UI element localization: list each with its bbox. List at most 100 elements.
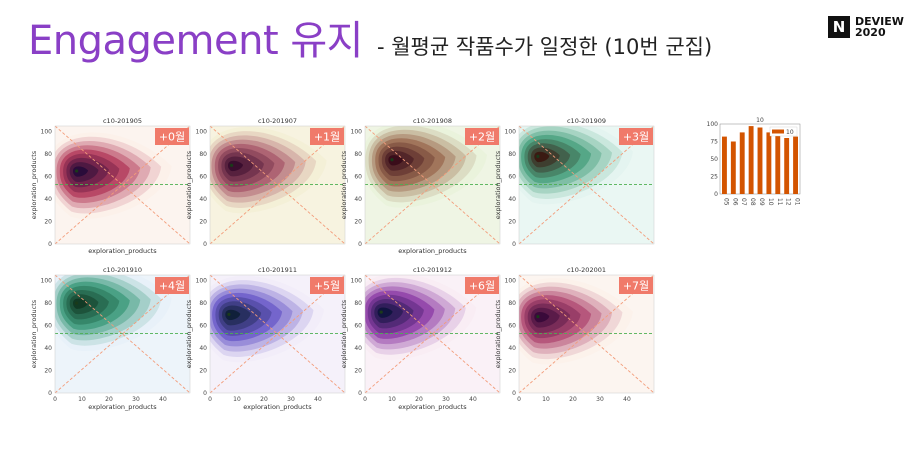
- density-level: [228, 160, 243, 172]
- panel-frame: [518, 125, 655, 245]
- x-tick-label: 40: [623, 396, 631, 403]
- y-tick-label: 20: [508, 219, 516, 226]
- mini-x-tick-label: 07: [740, 198, 747, 206]
- y-tick-label: 40: [199, 345, 207, 352]
- month-badge-label: +2월: [469, 131, 495, 144]
- y-tick-label: 20: [44, 219, 52, 226]
- density-contours: [210, 126, 327, 214]
- density-peak: [75, 169, 79, 173]
- x-axis-label: exploration_products: [398, 403, 467, 411]
- mini-y-tick-label: 100: [707, 121, 719, 128]
- density-peak: [230, 163, 234, 167]
- x-tick-label: 0: [363, 396, 367, 403]
- x-tick-label: 0: [208, 396, 212, 403]
- density-contours: [55, 275, 172, 351]
- panel-frame: [518, 274, 655, 394]
- month-badge-label: +0월: [159, 131, 185, 144]
- y-tick-label: 80: [354, 151, 362, 158]
- y-axis-label: exploration_products: [30, 150, 38, 219]
- density-level: [534, 151, 550, 163]
- x-axis-label: exploration_products: [88, 403, 157, 411]
- density-contours: [519, 126, 633, 205]
- density-contours: [519, 278, 633, 365]
- y-axis-label: exploration_products: [494, 299, 502, 368]
- y-tick-label: 60: [508, 323, 516, 330]
- x-tick-label: 40: [314, 396, 322, 403]
- density-peak: [390, 158, 394, 162]
- month-badge: [310, 128, 344, 145]
- y-tick-label: 80: [508, 151, 516, 158]
- x-tick-label: 30: [287, 396, 295, 403]
- y-tick-label: 100: [505, 129, 517, 136]
- panel-frame: [364, 274, 501, 394]
- panel-title: c10-201909: [567, 117, 606, 125]
- reference-lines: [55, 126, 190, 244]
- density-contours: [55, 132, 172, 219]
- deview-logo: N DEVIEW 2020: [828, 16, 904, 38]
- y-tick-label: 100: [41, 278, 53, 285]
- y-tick-label: 0: [48, 241, 52, 248]
- panel-title: c10-201907: [258, 117, 297, 125]
- kde-panel: c10-201909 +3월 0 20 40 60 80 100 exploration_pro…: [494, 117, 655, 248]
- mini-bar: [730, 141, 736, 194]
- y-tick-label: 40: [508, 345, 516, 352]
- panel-title: c10-201910: [103, 266, 142, 274]
- month-badge-label: +4월: [159, 280, 185, 293]
- density-peak: [536, 154, 540, 158]
- density-level: [377, 307, 393, 318]
- x-tick-label: 30: [132, 396, 140, 403]
- y-tick-label: 60: [199, 174, 207, 181]
- mini-chart-title: 10: [756, 117, 764, 124]
- panel-frame: [364, 125, 501, 245]
- x-tick-label: 40: [469, 396, 477, 403]
- mini-x-tick-label: 01: [794, 198, 801, 206]
- mini-x-tick-label: 12: [785, 198, 792, 206]
- y-tick-label: 80: [44, 151, 52, 158]
- density-peak: [227, 312, 231, 316]
- panel-title: c10-201911: [258, 266, 297, 274]
- density-peak: [379, 310, 383, 314]
- y-tick-label: 60: [44, 174, 52, 181]
- y-tick-label: 100: [196, 129, 208, 136]
- mini-bar: [748, 126, 754, 194]
- month-badge: [465, 128, 499, 145]
- y-tick-label: 40: [199, 196, 207, 203]
- x-tick-label: 10: [388, 396, 396, 403]
- density-peak: [536, 314, 540, 319]
- y-tick-label: 40: [44, 345, 52, 352]
- mini-bar: [775, 133, 781, 194]
- y-tick-label: 60: [354, 323, 362, 330]
- month-badge: [465, 277, 499, 294]
- y-tick-label: 60: [199, 323, 207, 330]
- x-tick-label: 10: [233, 396, 241, 403]
- y-tick-label: 40: [354, 345, 362, 352]
- y-tick-label: 80: [508, 300, 516, 307]
- panel-title: c10-202001: [567, 266, 606, 274]
- y-tick-label: 60: [44, 323, 52, 330]
- reference-lines: [55, 275, 190, 393]
- month-badge-label: +3월: [623, 131, 649, 144]
- y-tick-label: 100: [505, 278, 517, 285]
- mini-y-tick-label: 75: [710, 139, 718, 146]
- density-contours: [210, 275, 324, 363]
- y-tick-label: 0: [203, 390, 207, 397]
- y-axis-label: exploration_products: [185, 150, 193, 219]
- kde-panel: c10-201912+6월020406080100exploration_pro…: [340, 266, 501, 411]
- title-main: Engagement 유지: [28, 18, 363, 64]
- y-tick-label: 80: [199, 151, 207, 158]
- x-tick-label: 20: [415, 396, 423, 403]
- x-tick-label: 0: [517, 396, 521, 403]
- mini-bar: [722, 136, 727, 194]
- month-badge: [155, 277, 189, 294]
- kde-panel: c10-202001+7월020406080100exploration_pro…: [494, 266, 655, 403]
- month-badge-label: +5월: [314, 280, 340, 293]
- x-tick-label: 30: [442, 396, 450, 403]
- y-tick-label: 40: [354, 196, 362, 203]
- month-badge-label: +1월: [314, 131, 340, 144]
- y-tick-label: 20: [354, 368, 362, 375]
- mini-x-tick-label: 09: [758, 198, 765, 206]
- reference-lines: [365, 275, 500, 393]
- mini-y-tick-label: 25: [710, 174, 718, 181]
